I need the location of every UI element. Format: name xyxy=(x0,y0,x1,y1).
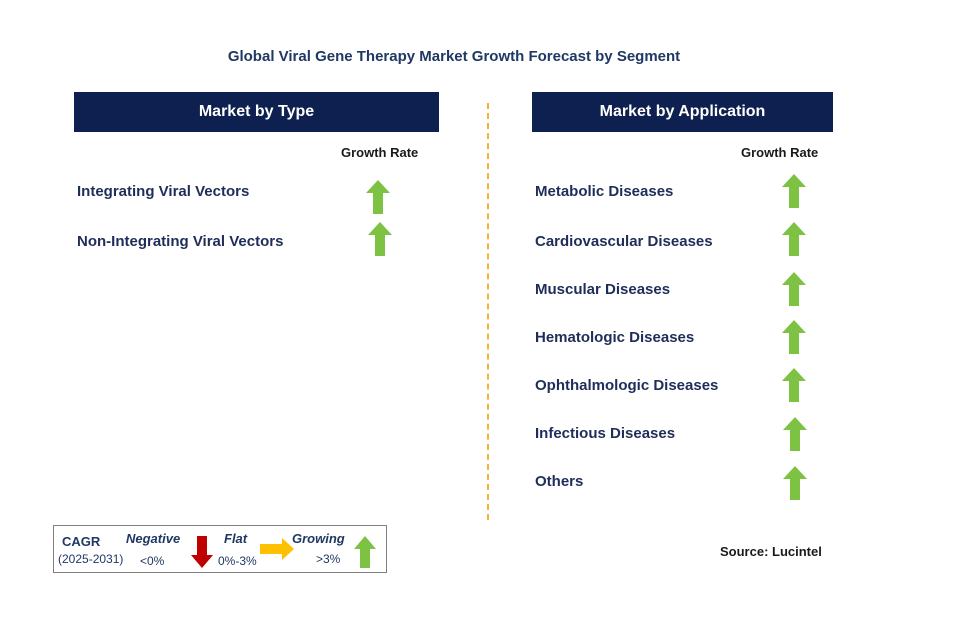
application-panel-header: Market by Application xyxy=(532,92,833,132)
growing-arrow-icon xyxy=(782,272,806,306)
cagr-legend: CAGR (2025-2031) Negative <0% Flat 0%-3%… xyxy=(53,525,387,573)
type-panel-header: Market by Type xyxy=(74,92,439,132)
panel-divider xyxy=(487,103,489,520)
source-note: Source: Lucintel xyxy=(720,544,822,559)
legend-growing-label: Growing xyxy=(292,531,345,546)
legend-cagr-label: CAGR xyxy=(62,534,101,549)
growing-arrow-icon xyxy=(783,466,807,500)
legend-flat-range: 0%-3% xyxy=(218,554,257,568)
application-item-label: Muscular Diseases xyxy=(535,281,671,298)
growing-arrow-icon xyxy=(782,174,806,208)
application-item-label: Metabolic Diseases xyxy=(535,183,674,200)
legend-negative-label: Negative xyxy=(126,531,181,546)
growing-arrow-icon xyxy=(782,222,806,256)
growing-arrow-icon xyxy=(783,417,807,451)
application-item-label: Infectious Diseases xyxy=(535,425,676,442)
type-item-label: Non-Integrating Viral Vectors xyxy=(77,233,284,250)
chart-title: Global Viral Gene Therapy Market Growth … xyxy=(227,48,681,65)
growing-arrow-icon xyxy=(782,368,806,402)
negative-arrow-icon xyxy=(191,536,213,568)
application-item-label: Cardiovascular Diseases xyxy=(535,233,713,250)
growing-arrow-icon xyxy=(782,320,806,354)
growing-arrow-icon xyxy=(366,180,390,214)
legend-growing-range: >3% xyxy=(316,552,341,566)
application-item-label: Others xyxy=(535,473,584,490)
growing-arrow-icon xyxy=(368,222,392,256)
growing-arrow-icon xyxy=(354,536,376,568)
legend-period: (2025-2031) xyxy=(58,552,124,566)
flat-arrow-icon xyxy=(260,538,294,560)
legend-negative-range: <0% xyxy=(140,554,165,568)
type-growth-rate-label: Growth Rate xyxy=(341,145,419,160)
application-item-label: Hematologic Diseases xyxy=(535,329,695,346)
legend-flat-label: Flat xyxy=(224,531,248,546)
type-item-label: Integrating Viral Vectors xyxy=(77,183,250,200)
application-item-label: Ophthalmologic Diseases xyxy=(535,377,719,394)
application-growth-rate-label: Growth Rate xyxy=(741,145,819,160)
